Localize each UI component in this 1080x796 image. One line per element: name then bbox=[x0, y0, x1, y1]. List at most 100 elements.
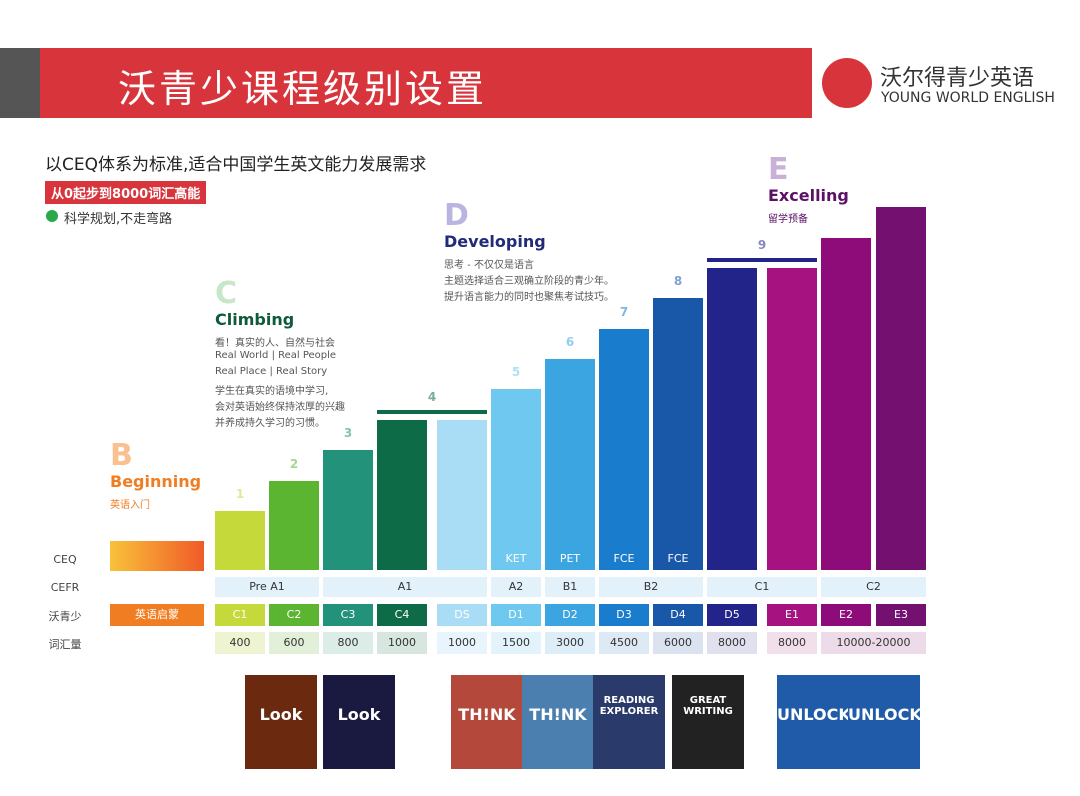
row-label: CEFR bbox=[50, 581, 80, 594]
level-number: 7 bbox=[619, 305, 629, 319]
headline: 以CEQ体系为标准,适合中国学生英文能力发展需求 bbox=[45, 155, 427, 175]
page-title: 沃青少课程级别设置 bbox=[118, 67, 488, 111]
level-bar bbox=[876, 207, 926, 570]
brand: 沃尔得青少英语 bbox=[880, 66, 1035, 91]
vocab-cell: 1500 bbox=[491, 632, 541, 654]
row-label: 词汇量 bbox=[48, 638, 82, 651]
level-bar bbox=[767, 268, 817, 570]
badge: 从0起步到8000词汇高能 bbox=[45, 181, 207, 204]
course-code: E2 bbox=[821, 604, 871, 626]
level-bar bbox=[377, 420, 427, 570]
stage-line: 会对英语始终保持浓厚的兴趣 bbox=[215, 402, 345, 413]
course-code: E1 bbox=[767, 604, 817, 626]
vocab-cell: 800 bbox=[323, 632, 373, 654]
exam-label: FCE bbox=[613, 552, 635, 565]
vocab-cell: 6000 bbox=[653, 632, 703, 654]
exam-label: FCE bbox=[667, 552, 689, 565]
ceq-starter bbox=[110, 541, 204, 571]
level-number: 5 bbox=[511, 365, 521, 379]
stage-name: Beginning bbox=[110, 472, 202, 491]
level-number: 4 bbox=[427, 390, 437, 404]
stage-name: Excelling bbox=[768, 186, 849, 205]
stage-line: 学生在真实的语境中学习, bbox=[215, 386, 329, 397]
course-code: D4 bbox=[653, 604, 703, 626]
course-code: C3 bbox=[323, 604, 373, 626]
stage-line: 思考 - 不仅仅是语言 bbox=[444, 260, 534, 271]
stage-line: 并养成持久学习的习惯。 bbox=[215, 418, 325, 429]
stage-line: 留学预备 bbox=[768, 214, 808, 225]
cefr-cell: Pre A1 bbox=[215, 577, 319, 597]
level-bar bbox=[491, 389, 541, 570]
row-label: 沃青少 bbox=[48, 610, 82, 623]
course-code: DS bbox=[437, 604, 487, 626]
book-cover: Look bbox=[245, 675, 317, 769]
level-bar bbox=[653, 298, 703, 570]
cefr-cell: B1 bbox=[545, 577, 595, 597]
stage-letter: D bbox=[444, 198, 469, 233]
book-cover: UNLOCK bbox=[777, 675, 851, 769]
vocab-cell: 8000 bbox=[767, 632, 817, 654]
level-number: 9 bbox=[757, 238, 767, 252]
level-line bbox=[707, 258, 817, 262]
level-bar bbox=[269, 481, 319, 570]
stage-line: 看！真实的人、自然与社会 bbox=[215, 338, 335, 349]
stage-line: 提升语言能力的同时也聚焦考试技巧。 bbox=[444, 292, 614, 303]
level-number: 1 bbox=[235, 487, 245, 501]
level-bar bbox=[323, 450, 373, 570]
header-band bbox=[40, 48, 812, 118]
stage-line: 主题选择适合三观确立阶段的青少年。 bbox=[444, 276, 614, 287]
logo bbox=[822, 58, 872, 108]
course-code: E3 bbox=[876, 604, 926, 626]
course-code: D5 bbox=[707, 604, 757, 626]
vocab-cell: 10000-20000 bbox=[821, 632, 926, 654]
brand-en: YOUNG WORLD ENGLISH bbox=[881, 90, 1055, 106]
exam-label: PET bbox=[559, 552, 581, 565]
cefr-cell: C2 bbox=[821, 577, 926, 597]
level-bar bbox=[545, 359, 595, 570]
book-cover: UNLOCK bbox=[848, 675, 922, 769]
vocab-cell: 3000 bbox=[545, 632, 595, 654]
stage-line: Real Place | Real Story bbox=[215, 366, 328, 377]
cefr-cell: A2 bbox=[491, 577, 541, 597]
book-cover: Look bbox=[323, 675, 395, 769]
stage-line: 英语入门 bbox=[110, 500, 150, 511]
level-bar bbox=[707, 268, 757, 570]
course-code: D2 bbox=[545, 604, 595, 626]
level-bar bbox=[215, 511, 265, 570]
vocab-cell: 8000 bbox=[707, 632, 757, 654]
book-cover: READING EXPLORER bbox=[593, 675, 665, 769]
course-code: C1 bbox=[215, 604, 265, 626]
course-code: D3 bbox=[599, 604, 649, 626]
level-number: 6 bbox=[565, 335, 575, 349]
starter: 英语启蒙 bbox=[110, 604, 204, 626]
level-line bbox=[377, 410, 487, 414]
course-code: C4 bbox=[377, 604, 427, 626]
note: 科学规划,不走弯路 bbox=[64, 212, 173, 227]
book-cover: TH!NK bbox=[522, 675, 594, 769]
level-number: 8 bbox=[673, 274, 683, 288]
vocab-cell: 600 bbox=[269, 632, 319, 654]
cefr-cell: C1 bbox=[707, 577, 817, 597]
vocab-cell: 1000 bbox=[377, 632, 427, 654]
level-bar bbox=[437, 420, 487, 570]
course-code: C2 bbox=[269, 604, 319, 626]
exam-label: KET bbox=[505, 552, 527, 565]
cefr-cell: A1 bbox=[323, 577, 487, 597]
level-number: 2 bbox=[289, 457, 299, 471]
level-number: 3 bbox=[343, 426, 353, 440]
book-cover: TH!NK bbox=[451, 675, 523, 769]
vocab-cell: 4500 bbox=[599, 632, 649, 654]
stage-letter: C bbox=[215, 276, 238, 311]
stage-name: Developing bbox=[444, 232, 546, 251]
level-bar bbox=[599, 329, 649, 570]
vocab-cell: 400 bbox=[215, 632, 265, 654]
stage-letter: B bbox=[110, 438, 133, 473]
vocab-cell: 1000 bbox=[437, 632, 487, 654]
row-label: CEQ bbox=[53, 553, 77, 566]
check-icon bbox=[46, 210, 58, 222]
stage-letter: E bbox=[768, 152, 789, 187]
course-code: D1 bbox=[491, 604, 541, 626]
stage-line: Real World | Real People bbox=[215, 350, 337, 361]
level-bar bbox=[821, 238, 871, 570]
